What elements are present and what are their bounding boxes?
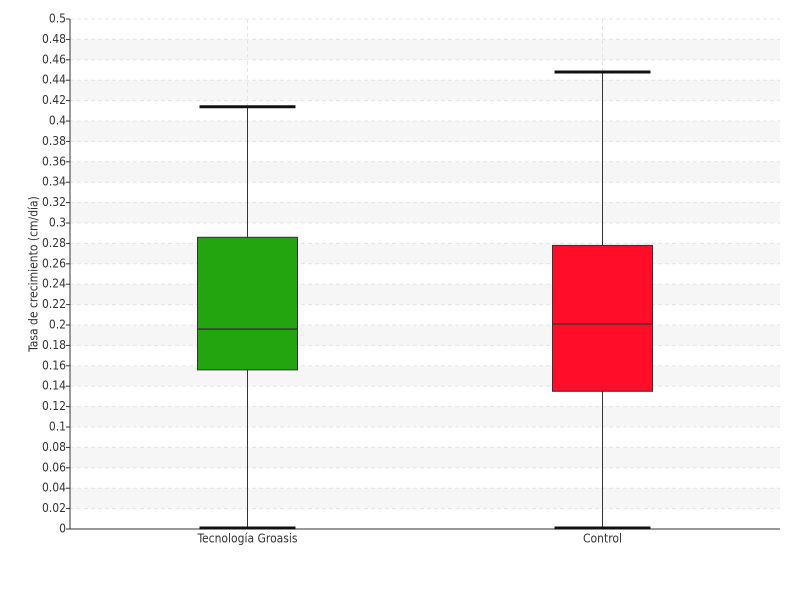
grid-band: [70, 406, 780, 427]
x-tick-label: Tecnología Groasis: [196, 532, 297, 546]
grid-band: [70, 243, 780, 264]
grid-band: [70, 80, 780, 101]
y-tick-label: 0.02: [42, 501, 66, 515]
grid-band: [70, 202, 780, 223]
y-tick-label: 0.34: [42, 175, 66, 189]
y-tick-label: 0.18: [42, 338, 66, 352]
y-tick-label: 0.42: [42, 93, 66, 107]
y-tick-label: 0.2: [49, 318, 66, 332]
y-tick-label: 0.44: [42, 73, 66, 87]
grid-bands: [70, 39, 780, 509]
y-tick-label: 0.1: [49, 420, 66, 434]
y-tick-label: 0.24: [42, 277, 66, 291]
grid-band: [70, 365, 780, 387]
y-tick-label: 0: [59, 522, 66, 536]
grid-band: [70, 121, 780, 142]
y-tick-label: 0.04: [42, 481, 66, 495]
y-tick-label: 0.28: [42, 236, 66, 250]
x-tick-label: Control: [583, 532, 622, 546]
box: [197, 236, 298, 371]
grid-band: [70, 284, 780, 305]
y-tick-label: 0.48: [42, 32, 66, 46]
y-tick-label: 0.46: [42, 52, 66, 66]
grid-band: [70, 325, 780, 346]
box: [552, 244, 653, 392]
y-tick-label: 0.3: [49, 216, 66, 230]
y-tick-label: 0.08: [42, 440, 66, 454]
y-tick-label: 0.06: [42, 460, 66, 474]
grid-band: [70, 447, 780, 468]
grid-band: [70, 161, 780, 183]
y-axis-label: Tasa de crecimiento (cm/día): [27, 196, 41, 353]
y-tick-label: 0.32: [42, 195, 66, 209]
y-tick-label: 0.12: [42, 399, 66, 413]
y-tick-label: 0.22: [42, 297, 66, 311]
grid-band: [70, 488, 780, 509]
grid-band: [70, 39, 780, 60]
y-tick-label: 0.14: [42, 379, 66, 393]
y-tick-label: 0.4: [49, 114, 66, 128]
y-tick-label: 0.5: [49, 12, 66, 26]
y-tick-label: 0.16: [42, 358, 66, 372]
y-tick-label: 0.26: [42, 256, 66, 270]
y-tick-label: 0.38: [42, 134, 66, 148]
y-tick-label: 0.36: [42, 154, 66, 168]
